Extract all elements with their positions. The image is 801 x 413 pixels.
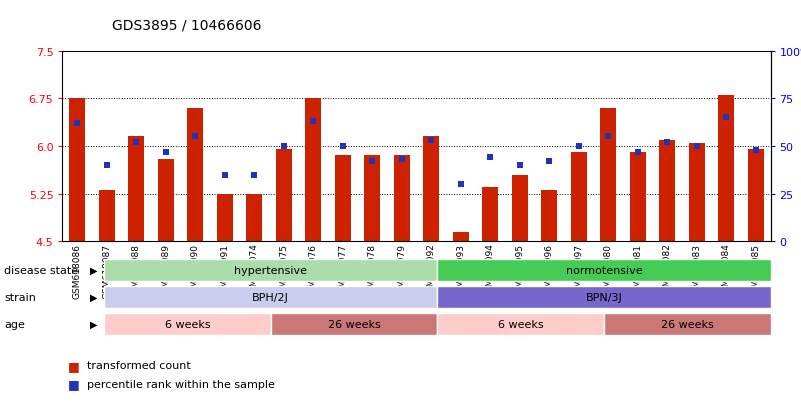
Bar	[659, 140, 675, 242]
Bar	[276, 150, 292, 242]
Point	[573, 143, 586, 150]
Bar	[216, 194, 233, 242]
Bar	[158, 159, 174, 242]
Text: ▶: ▶	[91, 292, 98, 302]
Bar	[104, 259, 437, 282]
Bar	[604, 313, 771, 335]
Point	[366, 159, 379, 165]
Bar	[187, 109, 203, 242]
Text: 26 weeks: 26 weeks	[661, 319, 714, 329]
Point	[602, 134, 614, 140]
Bar	[423, 137, 440, 242]
Point	[720, 115, 733, 121]
Text: 26 weeks: 26 weeks	[328, 319, 380, 329]
Point	[513, 162, 526, 169]
Text: hypertensive: hypertensive	[234, 266, 308, 275]
Bar	[437, 259, 771, 282]
Point	[70, 121, 83, 127]
Point	[484, 155, 497, 161]
Bar	[271, 313, 437, 335]
Point	[277, 143, 290, 150]
Bar	[512, 175, 528, 242]
Point	[425, 138, 437, 144]
Bar	[747, 150, 764, 242]
Text: normotensive: normotensive	[566, 266, 642, 275]
Bar	[335, 156, 351, 242]
Bar	[99, 191, 115, 242]
Text: percentile rank within the sample: percentile rank within the sample	[87, 379, 275, 389]
Point	[396, 157, 409, 163]
Bar	[104, 313, 271, 335]
Text: BPN/3J: BPN/3J	[586, 292, 622, 302]
Bar	[246, 194, 263, 242]
Text: age: age	[4, 319, 25, 329]
Bar	[541, 191, 557, 242]
Bar	[128, 137, 144, 242]
Text: ■: ■	[68, 359, 80, 372]
Bar	[69, 99, 86, 242]
Bar	[630, 153, 646, 242]
Bar	[482, 188, 498, 242]
Text: GDS3895 / 10466606: GDS3895 / 10466606	[112, 19, 262, 33]
Point	[750, 147, 763, 154]
Bar	[305, 99, 321, 242]
Bar	[437, 313, 604, 335]
Bar	[718, 96, 735, 242]
Point	[336, 143, 349, 150]
Point	[248, 172, 260, 178]
Text: ▶: ▶	[91, 266, 98, 275]
Text: transformed count: transformed count	[87, 361, 191, 370]
Bar	[104, 286, 437, 309]
Bar	[689, 143, 705, 242]
Text: disease state: disease state	[4, 266, 78, 275]
Text: 6 weeks: 6 weeks	[165, 319, 210, 329]
Point	[454, 181, 467, 188]
Point	[219, 172, 231, 178]
Text: strain: strain	[4, 292, 36, 302]
Point	[130, 140, 143, 146]
Bar	[570, 153, 587, 242]
Point	[159, 149, 172, 156]
Point	[690, 143, 703, 150]
Point	[189, 134, 202, 140]
Bar	[600, 109, 617, 242]
Point	[543, 159, 556, 165]
Bar	[453, 232, 469, 242]
Bar	[393, 156, 410, 242]
Text: ▶: ▶	[91, 319, 98, 329]
Text: BPH/2J: BPH/2J	[252, 292, 289, 302]
Bar	[364, 156, 380, 242]
Text: ■: ■	[68, 377, 80, 391]
Text: 6 weeks: 6 weeks	[498, 319, 543, 329]
Bar	[437, 286, 771, 309]
Point	[307, 119, 320, 125]
Point	[631, 149, 644, 156]
Point	[100, 162, 113, 169]
Point	[661, 140, 674, 146]
